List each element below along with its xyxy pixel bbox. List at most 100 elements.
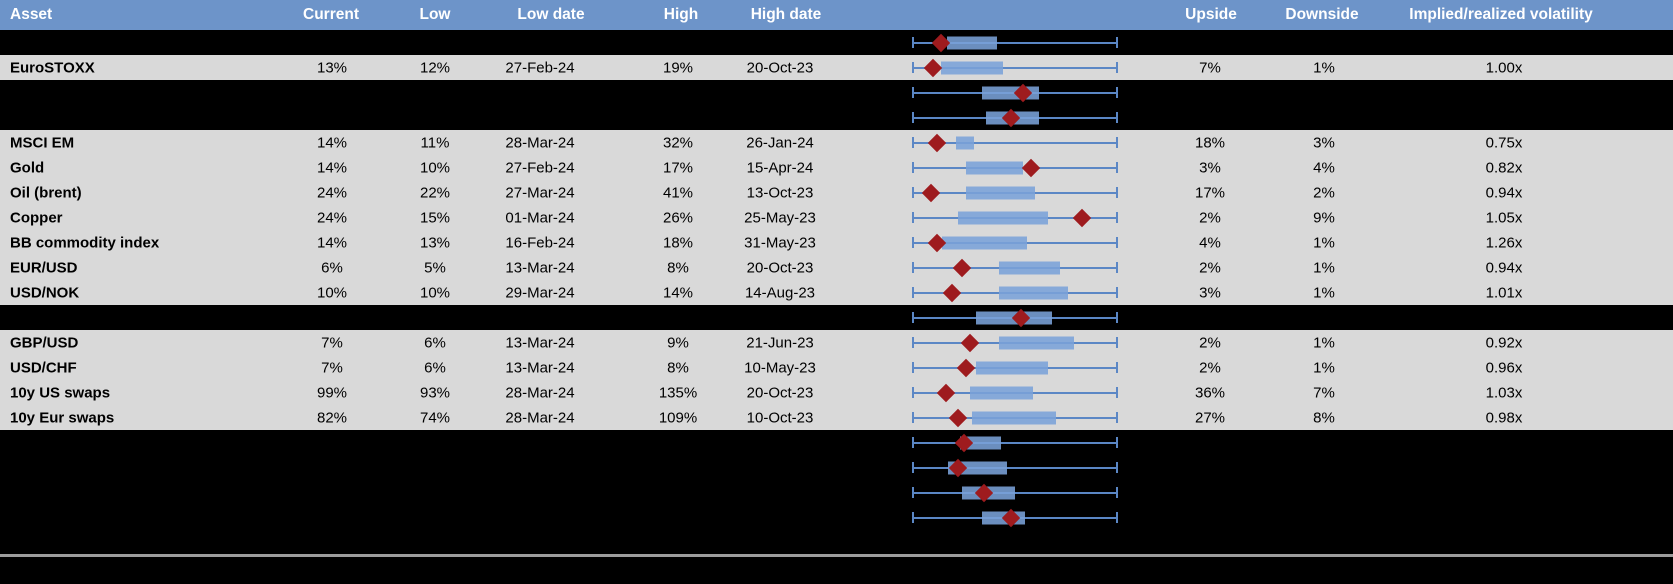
boxplot xyxy=(912,430,1118,455)
asset-cell: Gold xyxy=(10,159,45,176)
high-date-cell: 20-Oct-23 xyxy=(746,259,814,276)
downside-cell: 9% xyxy=(1313,209,1335,226)
table-body: EuroSTOXX 13% 12% 27-Feb-24 19% 20-Oct-2… xyxy=(0,30,1673,530)
diamond-marker xyxy=(952,258,972,277)
high-cell: 18% xyxy=(662,234,694,251)
asset-cell: USD/CHF xyxy=(10,359,77,376)
box xyxy=(972,411,1056,424)
whisker-cap-right xyxy=(1116,412,1118,423)
asset-cell: BB commodity index xyxy=(10,234,160,251)
table-row: Copper 24% 15% 01-Mar-24 26% 25-May-23 2… xyxy=(0,205,1673,230)
downside-cell: 1% xyxy=(1313,334,1335,351)
implied-vol-cell: 0.94x xyxy=(1485,184,1523,201)
low-date-cell: 01-Mar-24 xyxy=(505,209,575,226)
whisker-cap-left xyxy=(912,187,914,198)
diamond-marker xyxy=(928,133,947,152)
whisker-cap-right xyxy=(1116,112,1118,123)
downside-cell: 7% xyxy=(1313,384,1335,401)
downside-cell: 1% xyxy=(1313,234,1335,251)
box xyxy=(955,136,975,149)
whisker-line xyxy=(913,466,1117,469)
diamond-marker xyxy=(922,183,941,202)
downside-cell: 2% xyxy=(1313,184,1335,201)
separator-row xyxy=(0,480,1673,505)
high-cell: 14% xyxy=(662,284,694,301)
whisker-cap-right xyxy=(1116,337,1118,348)
upside-cell: 7% xyxy=(1199,59,1221,76)
whisker-cap-right xyxy=(1116,512,1118,523)
whisker-cap-left xyxy=(912,487,914,498)
box xyxy=(966,186,1036,199)
boxplot xyxy=(912,80,1118,105)
table-header: Asset Current Low Low date High High dat… xyxy=(0,0,1673,30)
asset-cell: USD/NOK xyxy=(10,284,80,301)
whisker-cap-left xyxy=(912,362,914,373)
box xyxy=(941,236,1028,249)
current-cell: 99% xyxy=(316,384,348,401)
high-cell: 8% xyxy=(667,259,689,276)
boxplot xyxy=(912,30,1118,55)
low-cell: 15% xyxy=(419,209,451,226)
high-date-cell: 20-Oct-23 xyxy=(746,384,814,401)
boxplot xyxy=(912,355,1118,380)
whisker-cap-left xyxy=(912,287,914,298)
whisker-cap-right xyxy=(1116,287,1118,298)
downside-cell: 1% xyxy=(1313,284,1335,301)
current-cell: 24% xyxy=(316,209,348,226)
box xyxy=(957,211,1048,224)
table-row: Gold 14% 10% 27-Feb-24 17% 15-Apr-24 3% … xyxy=(0,155,1673,180)
column-header-downside: Downside xyxy=(1285,6,1359,23)
whisker-cap-left xyxy=(912,387,914,398)
whisker-cap-right xyxy=(1116,137,1118,148)
separator-row xyxy=(0,30,1673,55)
whisker-cap-right xyxy=(1116,362,1118,373)
low-cell: 93% xyxy=(419,384,451,401)
downside-cell: 3% xyxy=(1313,134,1335,151)
table-row: 10y US swaps 99% 93% 28-Mar-24 135% 20-O… xyxy=(0,380,1673,405)
whisker-cap-left xyxy=(912,112,914,123)
low-cell: 12% xyxy=(419,59,451,76)
downside-cell: 1% xyxy=(1313,59,1335,76)
high-cell: 135% xyxy=(658,384,698,401)
diamond-marker xyxy=(960,333,980,352)
low-date-cell: 13-Mar-24 xyxy=(505,259,575,276)
diamond-marker xyxy=(956,358,976,377)
boxplot xyxy=(912,155,1118,180)
asset-cell: Copper xyxy=(10,209,63,226)
high-cell: 32% xyxy=(662,134,694,151)
whisker-cap-left xyxy=(912,312,914,323)
whisker-cap-left xyxy=(912,437,914,448)
boxplot xyxy=(912,455,1118,480)
whisker-cap-right xyxy=(1116,312,1118,323)
low-date-cell: 29-Mar-24 xyxy=(505,284,575,301)
current-cell: 7% xyxy=(321,334,343,351)
current-cell: 82% xyxy=(316,409,348,426)
high-date-cell: 14-Aug-23 xyxy=(744,284,816,301)
whisker-cap-left xyxy=(912,212,914,223)
upside-cell: 2% xyxy=(1199,259,1221,276)
high-cell: 9% xyxy=(667,334,689,351)
low-cell: 10% xyxy=(419,159,451,176)
low-date-cell: 27-Feb-24 xyxy=(505,159,575,176)
low-cell: 22% xyxy=(419,184,451,201)
low-date-cell: 27-Mar-24 xyxy=(505,184,575,201)
whisker-line xyxy=(913,66,1117,69)
low-date-cell: 16-Feb-24 xyxy=(505,234,575,251)
table-row: GBP/USD 7% 6% 13-Mar-24 9% 21-Jun-23 2% … xyxy=(0,330,1673,355)
diamond-marker xyxy=(923,58,943,77)
boxplot xyxy=(912,480,1118,505)
upside-cell: 2% xyxy=(1199,334,1221,351)
upside-cell: 2% xyxy=(1199,359,1221,376)
low-date-cell: 28-Mar-24 xyxy=(505,384,575,401)
upside-cell: 18% xyxy=(1194,134,1226,151)
whisker-cap-right xyxy=(1116,62,1118,73)
high-date-cell: 25-May-23 xyxy=(744,209,816,226)
implied-vol-cell: 0.94x xyxy=(1485,259,1523,276)
boxplot xyxy=(912,105,1118,130)
current-cell: 13% xyxy=(316,59,348,76)
column-header-upside: Upside xyxy=(1185,6,1237,23)
downside-cell: 4% xyxy=(1313,159,1335,176)
upside-cell: 36% xyxy=(1194,384,1226,401)
high-date-cell: 26-Jan-24 xyxy=(746,134,814,151)
whisker-cap-right xyxy=(1116,262,1118,273)
